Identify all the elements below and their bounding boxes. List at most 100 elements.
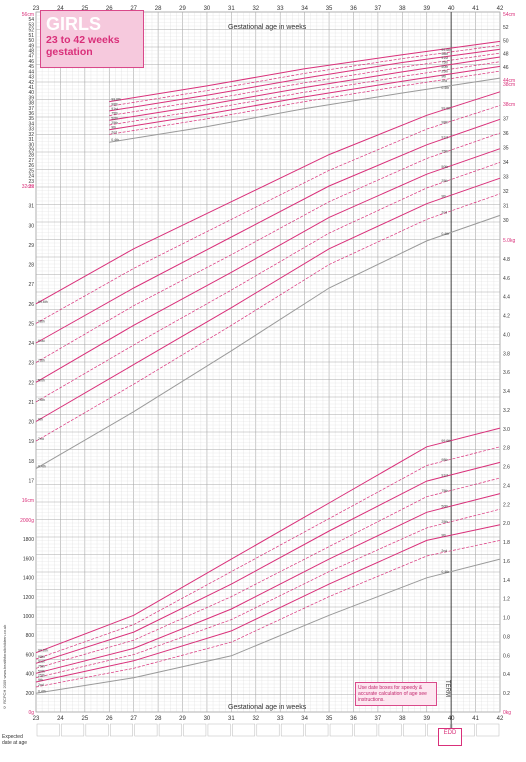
x-tick-label-bottom: 40: [448, 716, 455, 722]
x-tick-label-top: 40: [448, 6, 455, 12]
centile-label: 25th: [111, 121, 118, 125]
expected-label-2: date at age: [2, 740, 28, 746]
y-tick-label-left: 43: [28, 75, 34, 81]
x-tick-label-top: 29: [179, 6, 186, 12]
centile-line: [109, 70, 501, 135]
x-tick-label-top: 31: [228, 6, 235, 12]
centile-line: [35, 477, 501, 669]
x-axis-label-top: Gestational age in weeks: [228, 24, 307, 31]
x-tick-label-bottom: 27: [130, 716, 137, 722]
x-tick-label-bottom: 34: [301, 716, 308, 722]
y-tick-label-right: 0.6: [503, 653, 510, 659]
y-tick-label-right: 4.8: [503, 257, 510, 263]
y-tick-label-right: 3.8: [503, 351, 510, 357]
y-tick-label-left: 1200: [23, 595, 34, 601]
y-tick-label-right: 34: [503, 160, 509, 166]
y-tick-label-right: 37: [503, 117, 509, 123]
y-tick-label-right: 2.0: [503, 521, 510, 527]
centile-curves: [35, 40, 501, 694]
y-tick-label-left: 41: [28, 85, 34, 91]
chart-title: GIRLS: [46, 14, 102, 34]
expected-label-1: Expected: [2, 734, 23, 740]
y-tick-label-left: 800: [26, 633, 35, 639]
centile-label-end: 25th: [441, 70, 448, 74]
y-tick-label-right: 0.2: [503, 691, 510, 697]
chart-subtitle-2: gestation: [46, 46, 93, 58]
y-tick-label-left: 29: [28, 243, 34, 249]
centile-label-end: 9th: [441, 195, 446, 199]
y-tick-label-left: 46: [28, 59, 34, 65]
y-tick-label-left: 29: [28, 148, 34, 154]
x-tick-label-bottom: 35: [326, 716, 333, 722]
y-tick-label-left: 54: [28, 17, 34, 23]
y-tick-label-right: 52: [503, 25, 509, 31]
centile-label-end: 75th: [441, 60, 448, 64]
y-tick-label-right: 2.8: [503, 446, 510, 452]
x-tick-label-top: 26: [106, 6, 113, 12]
x-tick-label-top: 41: [472, 6, 479, 12]
centile-label: 99.6th: [38, 300, 48, 304]
x-tick-label-top: 25: [81, 6, 88, 12]
y-tick-label-left: 24: [28, 174, 34, 180]
centile-line: [35, 446, 501, 660]
centile-label: 50th: [38, 669, 45, 673]
centile-line: [109, 52, 501, 116]
y-tick-label-right: 38cm: [503, 82, 515, 88]
y-tick-label-left: 27: [28, 158, 34, 164]
y-tick-label-left: 31: [28, 204, 34, 210]
x-tick-label-top: 37: [375, 6, 382, 12]
centile-label-end: 91st: [441, 473, 448, 477]
y-tick-label-right: 44cm: [503, 78, 515, 84]
date-box: [476, 723, 500, 737]
date-box: [256, 723, 280, 737]
centile-label-end: 99.6th: [441, 48, 451, 52]
y-tick-label-right: 31: [503, 204, 509, 210]
y-tick-label-right: 35: [503, 146, 509, 152]
y-tick-label-right: 4.0: [503, 332, 510, 338]
date-box: [329, 723, 353, 737]
centile-label-end: 99.6th: [441, 439, 451, 443]
y-tick-label-left: 20: [28, 420, 34, 426]
y-tick-label-left: 0g: [28, 710, 34, 716]
y-tick-label-left: 1600: [23, 556, 34, 562]
y-tick-label-right: 0kg: [503, 710, 511, 716]
y-tick-label-left: 42: [28, 80, 34, 86]
centile-label: 98th: [111, 102, 118, 106]
y-tick-label-left: 33: [28, 127, 34, 133]
x-tick-label-bottom: 29: [179, 716, 186, 722]
centile-label: 2nd: [38, 683, 44, 687]
y-tick-label-right: 32: [503, 189, 509, 195]
centile-line: [35, 493, 501, 674]
y-tick-label-left: 26: [28, 163, 34, 169]
x-axis-label-bottom: Gestational age in weeks: [228, 704, 307, 711]
centile-label-end: 75th: [441, 149, 448, 153]
x-tick-label-top: 36: [350, 6, 357, 12]
chart-grid: [35, 11, 501, 742]
y-tick-label-right: 2.6: [503, 465, 510, 471]
y-tick-label-right: 3.6: [503, 370, 510, 376]
y-tick-label-left: 34: [28, 121, 34, 127]
y-tick-label-left: 36: [28, 111, 34, 117]
centile-line: [35, 162, 501, 403]
date-box: [183, 723, 207, 737]
centile-line: [35, 427, 501, 654]
y-tick-label-left: 600: [26, 652, 35, 658]
centile-line: [109, 65, 501, 131]
x-tick-label-top: 30: [204, 6, 211, 12]
date-box: [280, 723, 304, 737]
y-tick-label-left: 21: [28, 400, 34, 406]
edd-label: EDD: [443, 730, 457, 736]
x-tick-label-bottom: 38: [399, 716, 406, 722]
y-tick-label-left: 40: [28, 90, 34, 96]
centile-label: 50th: [111, 116, 118, 120]
centile-line: [35, 91, 501, 305]
x-tick-label-top: 23: [33, 6, 40, 12]
y-tick-label-right: 1.8: [503, 540, 510, 546]
y-tick-label-left: 19: [28, 439, 34, 445]
x-tick-label-top: 24: [57, 6, 64, 12]
x-tick-label-top: 38: [399, 6, 406, 12]
x-tick-label-bottom: 23: [33, 716, 40, 722]
chart-subtitle-1: 23 to 42 weeks: [46, 34, 120, 46]
y-tick-label-left: 30: [28, 223, 34, 229]
centile-label: 75th: [38, 664, 45, 668]
